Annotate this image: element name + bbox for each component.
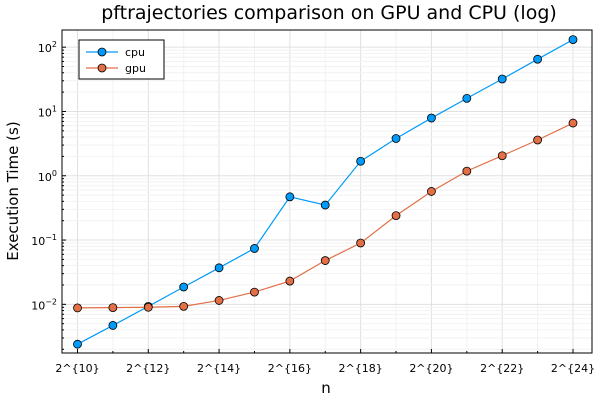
data-point-gpu <box>391 211 401 221</box>
series-layer <box>73 35 578 349</box>
data-point-gpu <box>356 238 366 248</box>
data-point-cpu <box>391 134 401 143</box>
data-point-cpu <box>427 113 436 123</box>
data-point-gpu <box>250 287 259 297</box>
data-point-gpu <box>73 303 82 313</box>
data-point-gpu <box>427 187 436 196</box>
legend-marker-cpu <box>97 47 107 57</box>
x-tick-label: 2^{20} <box>409 362 453 375</box>
y-tick-label: 102 <box>38 40 57 55</box>
data-point-cpu <box>179 282 189 292</box>
legend: cpu gpu <box>78 39 165 80</box>
data-point-gpu <box>462 166 472 176</box>
grid <box>62 30 592 353</box>
data-point-gpu <box>214 296 224 305</box>
chart-title: pftrajectories comparison on GPU and CPU… <box>101 2 557 24</box>
y-tick-label: 101 <box>38 104 57 119</box>
data-point-gpu <box>143 302 153 312</box>
data-point-gpu <box>179 301 189 311</box>
data-point-cpu <box>285 192 295 202</box>
data-point-cpu <box>568 35 578 45</box>
data-point-cpu <box>108 321 118 330</box>
data-point-gpu <box>533 135 543 145</box>
data-point-gpu <box>568 118 578 128</box>
x-axis-label: n <box>321 379 331 397</box>
data-point-cpu <box>356 156 366 166</box>
x-tick-label: 2^{10} <box>55 362 99 375</box>
x-tick-label: 2^{16} <box>268 362 312 375</box>
data-point-cpu <box>533 54 543 64</box>
plot-area <box>61 29 593 354</box>
data-point-cpu <box>320 200 330 210</box>
data-point-cpu <box>250 244 259 253</box>
y-tick-label: 10−2 <box>31 297 57 312</box>
data-point-cpu <box>73 339 82 349</box>
data-point-gpu <box>497 151 507 161</box>
legend-label-gpu: gpu <box>125 62 146 75</box>
x-tick-label: 2^{14} <box>197 362 241 375</box>
data-point-cpu <box>497 74 507 84</box>
data-point-cpu <box>214 263 224 273</box>
legend-box <box>78 39 165 80</box>
x-tick-label: 2^{12} <box>126 362 170 375</box>
data-point-cpu <box>462 93 472 103</box>
data-point-gpu <box>108 303 118 312</box>
axis-ticks: 2^{10} 2^{12} 2^{14} 2^{16} 2^{18} 2^{20} 2^{2… <box>31 40 595 375</box>
x-tick-label: 2^{22} <box>480 362 524 375</box>
x-tick-label: 2^{18} <box>339 362 383 375</box>
data-point-gpu <box>320 256 330 265</box>
y-axis-label: Execution Time (s) <box>4 121 22 260</box>
y-tick-label: 100 <box>38 169 57 184</box>
x-tick-label: 2^{24} <box>551 362 595 375</box>
data-point-gpu <box>285 276 295 286</box>
y-tick-label: 10−1 <box>31 233 57 248</box>
legend-marker-gpu <box>97 63 107 73</box>
legend-label-cpu: cpu <box>125 46 145 59</box>
